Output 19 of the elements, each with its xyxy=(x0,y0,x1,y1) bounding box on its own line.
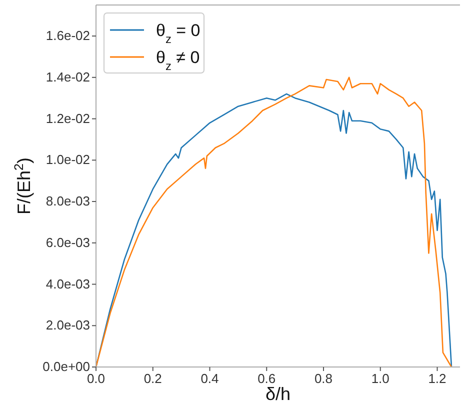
legend-label: θ$_{z}$ = 0 xyxy=(156,21,200,46)
y-tick-label: 1.4e-02 xyxy=(46,69,90,84)
y-tick-label: 1.0e-02 xyxy=(46,152,90,168)
legend-label: θ$_{z}$ ≠ 0 xyxy=(156,48,200,73)
y-tick-label: 1.2e-02 xyxy=(46,110,90,126)
y-tick-label: 4.0e-03 xyxy=(46,276,90,292)
y-tick-label: 2.0e-03 xyxy=(46,318,90,333)
x-tick-label: 0.6 xyxy=(258,371,276,386)
x-tick-label: 0.0 xyxy=(86,371,106,386)
x-tick-label: 1.0 xyxy=(371,371,390,386)
x-axis-title: δ/h xyxy=(265,384,291,404)
x-tick-label: 1.2 xyxy=(428,371,446,386)
x-tick-label: 0.8 xyxy=(314,371,333,386)
y-tick-label: 6.0e-03 xyxy=(46,234,90,250)
y-tick-label: 0.0e+00 xyxy=(42,359,90,374)
x-tick-label: 0.4 xyxy=(200,371,219,386)
y-tick-label: 1.6e-02 xyxy=(46,28,90,44)
x-tick-label: 0.2 xyxy=(144,371,162,386)
y-tick-label: 8.0e-03 xyxy=(46,194,90,209)
